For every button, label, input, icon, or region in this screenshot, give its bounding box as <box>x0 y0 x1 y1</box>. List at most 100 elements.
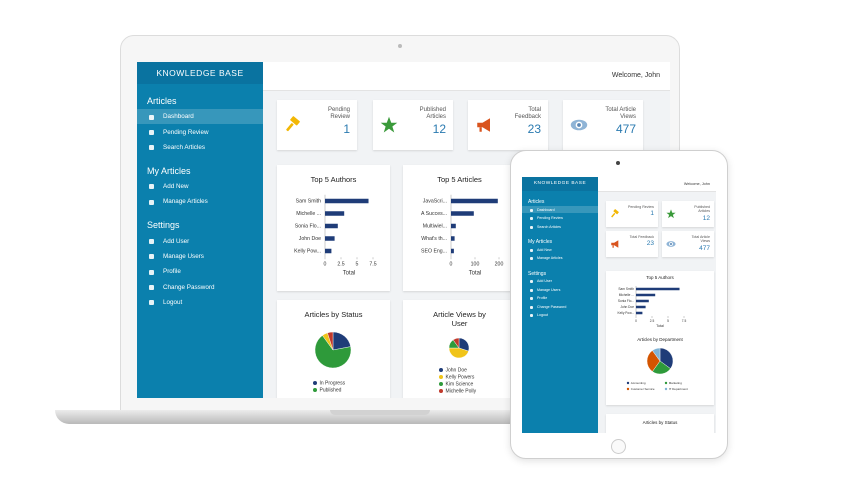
menu-icon <box>149 254 154 260</box>
stat-value: 23 <box>527 122 541 137</box>
menu-item[interactable]: Search Articles <box>163 143 205 151</box>
sidebar: KNOWLEDGE BASE Articles Dashboard Pending R… <box>137 62 263 398</box>
x-tick-label: 0 <box>450 261 453 267</box>
legend-swatch <box>439 375 443 379</box>
menu-item[interactable]: Add User <box>537 279 552 284</box>
pie-slice <box>652 347 661 362</box>
stat-card: Pending Review 1 <box>606 201 658 227</box>
stat-value: 477 <box>699 244 710 252</box>
stat-card: Total Feedback 23 <box>468 100 548 150</box>
sidebar: KNOWLEDGE BASE Articles Dashboard Pending R… <box>522 177 598 433</box>
menu-item[interactable]: Add User <box>163 237 190 245</box>
x-axis-label: Total <box>469 271 482 277</box>
menu-item[interactable]: Add New <box>537 247 552 252</box>
menu-item[interactable]: Change Password <box>163 283 215 291</box>
sidebar-heading: Articles <box>528 199 545 205</box>
menu-item[interactable]: Pending Review <box>537 216 563 221</box>
chart-title: Articles by Status <box>304 310 363 319</box>
menu-item[interactable]: Pending Review <box>163 128 209 136</box>
menu-item[interactable]: Search Articles <box>537 224 561 229</box>
menu-item[interactable]: Dashboard <box>163 113 194 121</box>
bar <box>636 311 643 315</box>
menu-item[interactable]: Manage Users <box>537 287 561 292</box>
active-highlight <box>137 109 263 124</box>
welcome-text: Welcome, John <box>683 182 710 186</box>
stat-icon <box>570 119 588 131</box>
legend-swatch <box>313 388 317 392</box>
chart-title: Top 5 Authors <box>646 275 674 280</box>
bar <box>636 293 656 297</box>
x-axis-label: Total <box>343 271 356 277</box>
menu-item[interactable]: Add New <box>163 183 189 191</box>
stat-icon <box>611 209 619 218</box>
icon-shape <box>612 245 614 248</box>
chart-card: John Doe Kelly Powers Kim Science Michelle … <box>403 300 516 398</box>
stat-icon <box>666 241 676 247</box>
icon-shape <box>613 209 619 215</box>
menu-item[interactable]: Logout <box>163 298 183 306</box>
pie-slice <box>327 331 334 351</box>
stat-text: Pending Review 1 <box>628 205 654 217</box>
legend-label: Kelly Powers <box>446 374 475 380</box>
stat-icon <box>611 240 619 248</box>
brand: KNOWLEDGE BASE <box>137 62 263 84</box>
stat-value: 23 <box>646 240 654 248</box>
stat-card: Published Articles 12 <box>373 100 453 150</box>
menu-item[interactable]: Profile <box>537 296 548 301</box>
x-tick-label: 0 <box>324 261 327 267</box>
x-tick-label: 2.5 <box>650 319 655 323</box>
bar <box>451 211 474 216</box>
chart-title: Articles by Department <box>637 337 683 342</box>
menu-item[interactable]: Logout <box>537 313 548 318</box>
menu-icon <box>149 269 154 275</box>
stat-label: Pending Review <box>628 205 654 209</box>
menu-item[interactable]: Manage Articles <box>537 256 563 261</box>
stat-label: Pending Review <box>327 107 350 121</box>
stat-card: Pending Review 1 <box>277 100 357 150</box>
icon-shape <box>577 123 581 127</box>
category-label: John Doe <box>299 236 321 242</box>
legend-swatch <box>626 381 630 385</box>
chart-svg: Sam Smith Michelle ... Sonia Flo... John Do… <box>618 286 688 391</box>
stat-label: Published Articles <box>419 107 446 121</box>
menu-icon <box>149 199 154 205</box>
legend-label: Customer Service <box>631 387 655 391</box>
sidebar-heading: Articles <box>147 95 177 106</box>
x-tick-label: 7.5 <box>682 319 687 323</box>
stat-text: Pending Review 1 <box>310 107 350 136</box>
stat-value: 1 <box>343 122 350 137</box>
menu-item[interactable]: Dashboard <box>537 207 555 212</box>
legend-label: Kim Science <box>446 381 474 387</box>
icon-shape <box>611 212 616 218</box>
stat-icon <box>380 116 398 133</box>
chart-title: Top 5 Articles <box>437 175 482 184</box>
legend-label: In Progress <box>320 380 346 386</box>
laptop-notch <box>330 410 430 415</box>
bar <box>451 198 498 204</box>
icon-shape <box>669 242 673 246</box>
menu-item[interactable]: Profile <box>163 268 181 276</box>
x-tick-label: 100 <box>471 261 480 267</box>
menu-icon <box>149 129 154 135</box>
stat-card: Published Articles 12 <box>662 201 714 227</box>
x-tick-label: 200 <box>495 261 504 267</box>
category-label: Sam Smith <box>618 287 634 291</box>
stat-icon <box>477 118 490 132</box>
menu-icon <box>149 114 154 120</box>
tablet-home-button <box>611 439 626 454</box>
stat-icon <box>286 116 300 132</box>
legend-label: John Doe <box>446 367 468 373</box>
tablet-screen: KNOWLEDGE BASE Articles Dashboard Pending R… <box>522 177 716 433</box>
category-label: Kelly Pow... <box>618 311 635 315</box>
menu-item[interactable]: Manage Articles <box>163 198 208 206</box>
stat-card: Total Feedback 23 <box>606 231 658 257</box>
menu-icon <box>530 288 533 292</box>
icon-shape <box>479 127 482 132</box>
bar <box>325 211 345 216</box>
pie-slice <box>452 337 460 349</box>
menu-item[interactable]: Change Password <box>537 304 567 309</box>
menu-item[interactable]: Manage Users <box>163 253 204 261</box>
